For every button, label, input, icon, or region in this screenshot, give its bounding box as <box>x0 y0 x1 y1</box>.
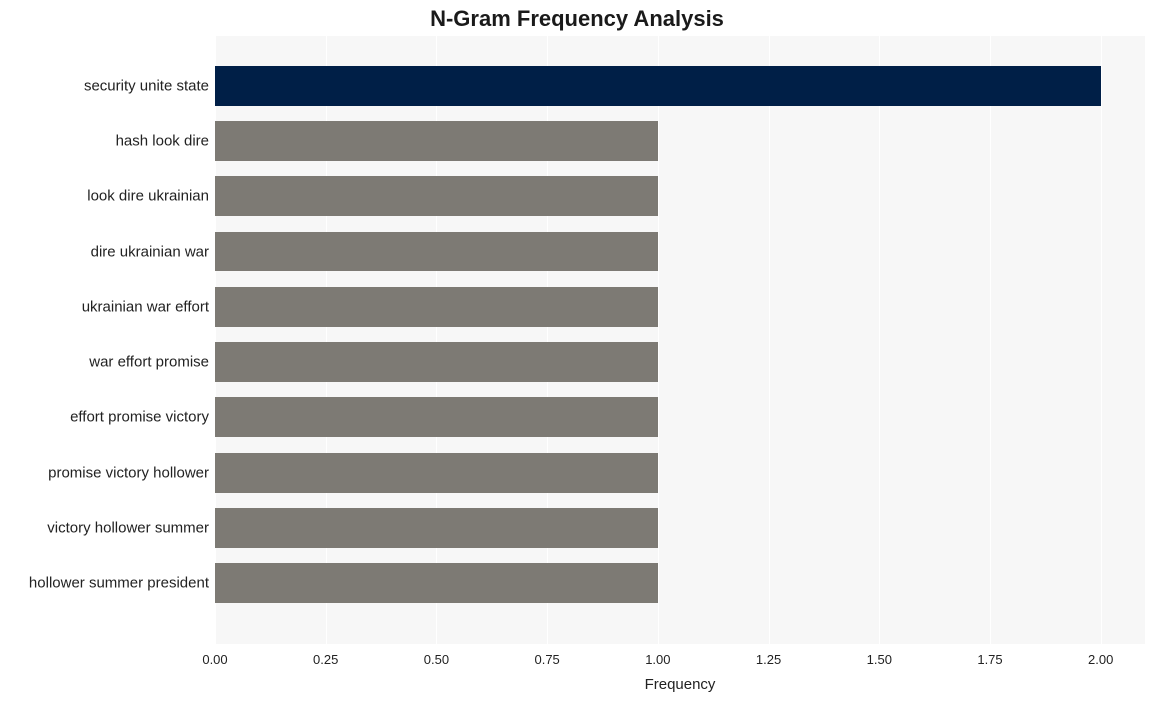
x-axis-label: Frequency <box>215 676 1145 693</box>
y-category-label: ukrainian war effort <box>82 298 209 315</box>
x-tick-label: 1.75 <box>977 652 1002 667</box>
y-category-label: look dire ukrainian <box>87 188 209 205</box>
bar <box>215 453 658 493</box>
y-category-label: dire ukrainian war <box>91 243 209 260</box>
x-tick-label: 0.75 <box>534 652 559 667</box>
x-tick-label: 1.00 <box>645 652 670 667</box>
x-tick-label: 0.50 <box>424 652 449 667</box>
bar <box>215 397 658 437</box>
grid-line <box>1101 36 1102 644</box>
y-category-label: effort promise victory <box>70 409 209 426</box>
y-category-label: hollower summer president <box>29 575 209 592</box>
x-tick-label: 2.00 <box>1088 652 1113 667</box>
grid-line <box>769 36 770 644</box>
bar <box>215 508 658 548</box>
y-category-label: security unite state <box>84 77 209 94</box>
bar <box>215 563 658 603</box>
bar <box>215 66 1101 106</box>
grid-line <box>879 36 880 644</box>
x-tick-label: 0.25 <box>313 652 338 667</box>
grid-line <box>658 36 659 644</box>
y-category-label: hash look dire <box>116 133 209 150</box>
bar <box>215 121 658 161</box>
bar <box>215 342 658 382</box>
bar <box>215 232 658 272</box>
y-category-label: victory hollower summer <box>47 519 209 536</box>
y-category-label: war effort promise <box>89 354 209 371</box>
y-category-label: promise victory hollower <box>48 464 209 481</box>
x-tick-label: 0.00 <box>202 652 227 667</box>
bar <box>215 176 658 216</box>
bar <box>215 287 658 327</box>
plot-area: 0.000.250.500.751.001.251.501.752.00secu… <box>215 36 1145 644</box>
x-tick-label: 1.50 <box>867 652 892 667</box>
grid-line <box>990 36 991 644</box>
x-tick-label: 1.25 <box>756 652 781 667</box>
chart-title: N-Gram Frequency Analysis <box>0 6 1154 32</box>
